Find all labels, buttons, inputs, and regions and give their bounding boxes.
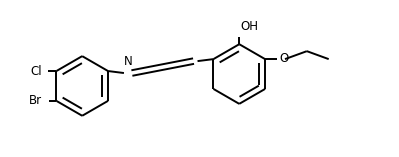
Text: Cl: Cl: [31, 65, 42, 78]
Text: N: N: [124, 55, 132, 68]
Text: Br: Br: [30, 94, 42, 107]
Text: O: O: [280, 52, 289, 65]
Text: OH: OH: [240, 20, 258, 33]
